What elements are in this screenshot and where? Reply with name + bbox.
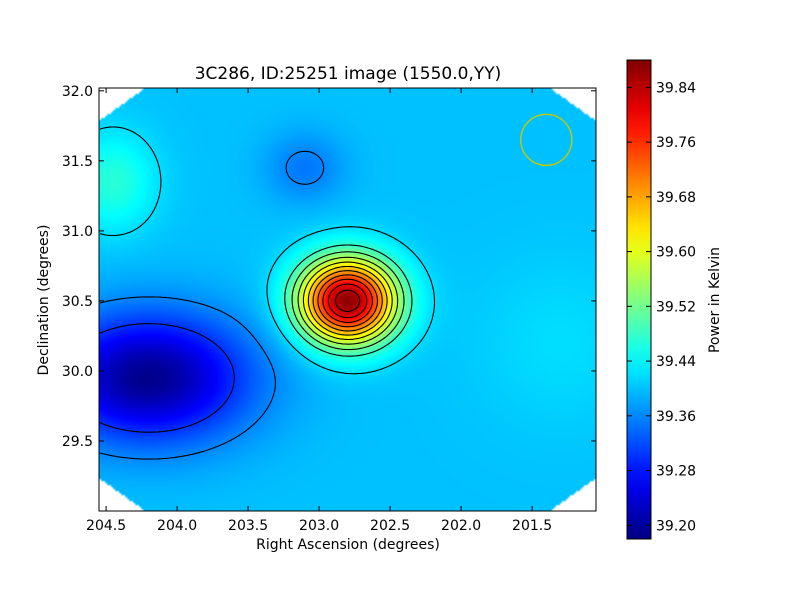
contour-lines [99,126,436,460]
colorbar-ticks: 39.20 39.28 39.36 39.44 39.52 39.60 39.68 39.76… [627,80,696,534]
y-tick-label: 30.0 [62,364,93,380]
x-tick-label: 202.0 [441,518,481,534]
y-tick-label: 31.5 [62,154,93,170]
contour-line [312,270,383,332]
x-tick-label: 204.0 [157,518,197,534]
chart-title: 3C286, ID:25251 image (1550.0,YY) [195,64,502,84]
contour-line [99,323,235,433]
colorbar-tick-label: 39.44 [656,354,696,370]
colorbar-tick-label: 39.28 [656,464,696,480]
colorbar-tick-label: 39.60 [656,245,696,261]
contour-line [297,256,399,345]
contour-line [99,126,436,375]
colorbar-label: Power in Kelvin [707,247,723,353]
plot-area [98,87,597,512]
y-tick-label: 30.5 [62,294,93,310]
contour-line [99,150,325,460]
contour-line [307,265,388,336]
contour-line [322,278,373,323]
colorbar-tick-label: 39.20 [656,518,696,534]
colorbar-tick-label: 39.84 [656,80,696,96]
contour-line [327,283,368,319]
colorbar-frame [626,59,652,540]
colorbar-tick-label: 39.68 [656,190,696,206]
contour-line [284,244,413,357]
colorbar-tick-label: 39.76 [656,135,696,151]
colorbar-tick-label: 39.52 [656,299,696,315]
beam-marker [520,113,573,167]
x-axis-label: Right Ascension (degrees) [256,537,440,553]
x-tick-label: 201.5 [512,518,552,534]
contour-line [317,274,378,328]
colorbar-gradient [627,60,651,539]
colorbar-tick-label: 39.36 [656,409,696,425]
contour-line [334,289,361,312]
x-tick-label: 203.0 [299,518,339,534]
colorbar: 39.20 39.28 39.36 39.44 39.52 39.60 39.68 39.76… [626,59,723,540]
heatmap-image [99,88,596,511]
y-axis: 29.5 30.0 30.5 31.0 31.5 32.0 [62,84,596,450]
y-tick-label: 31.0 [62,224,93,240]
contour-line [291,251,405,351]
contour-line [302,261,393,341]
plot-frame [98,87,597,512]
y-tick-label: 32.0 [62,84,93,100]
x-axis: 204.5 204.0 203.5 203.0 202.5 202.0 201.5 [86,88,552,534]
x-tick-label: 203.5 [228,518,268,534]
y-axis-label: Declination (degrees) [36,225,52,376]
x-tick-label: 202.5 [370,518,410,534]
x-tick-label: 204.5 [86,518,126,534]
y-tick-label: 29.5 [62,434,93,450]
